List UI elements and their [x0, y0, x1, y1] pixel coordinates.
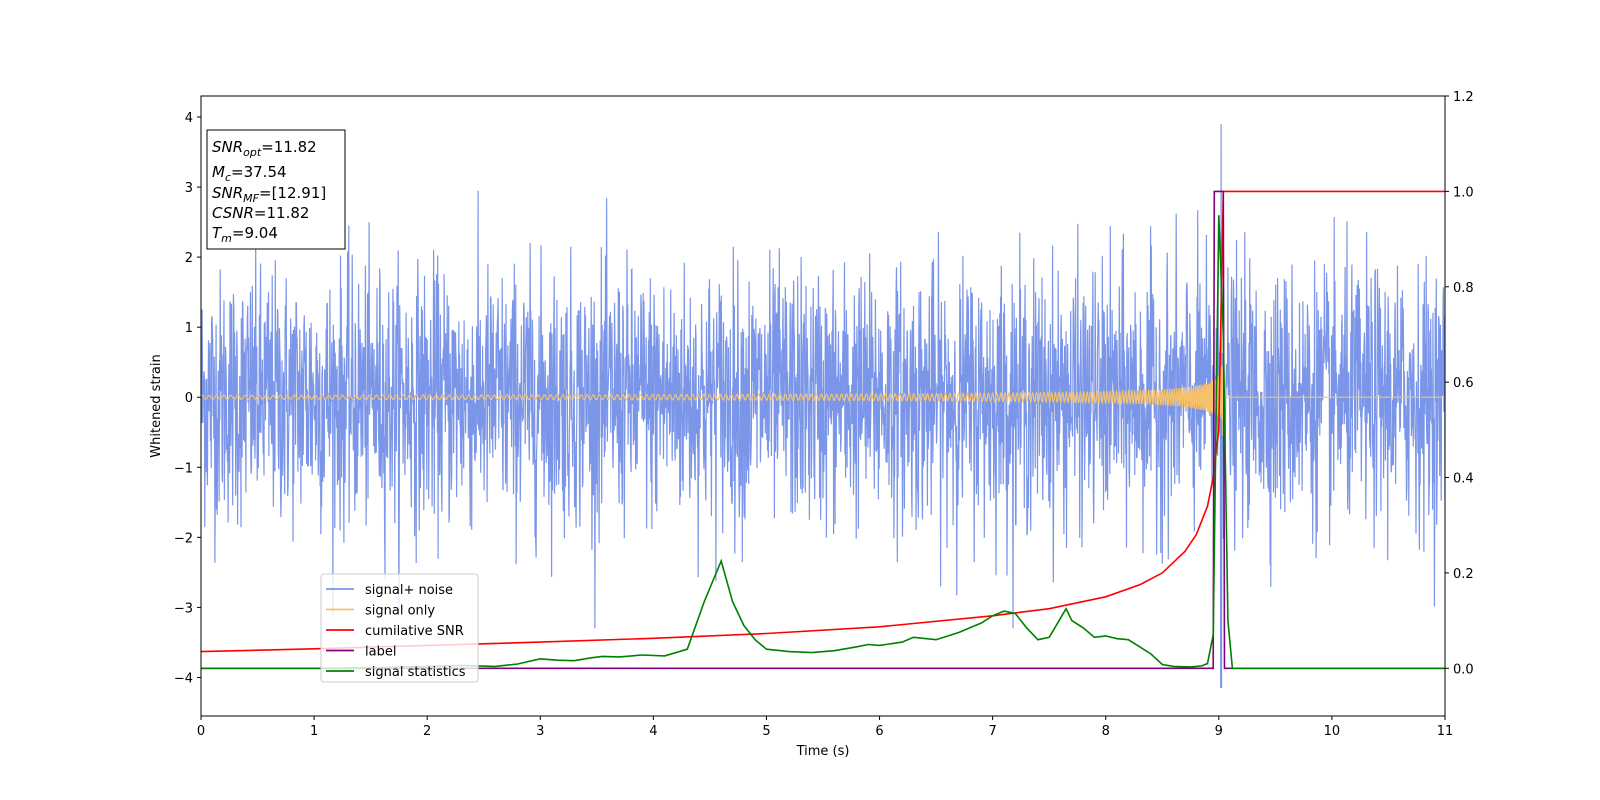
legend: signal+ noise signal only cumilative SNR la…	[320, 573, 479, 683]
y2-tick-label: 0.8	[1453, 281, 1474, 296]
y-tick-label: −3	[174, 601, 193, 616]
x-tick-label: 9	[1215, 724, 1223, 739]
signal-only-series	[201, 361, 1445, 437]
legend-label: signal only	[365, 604, 435, 619]
y-tick-label: −1	[174, 461, 193, 476]
legend-label: signal+ noise	[365, 583, 453, 598]
y2-tick-label: 0.4	[1453, 472, 1474, 487]
mc-text: Mc=37.54	[212, 163, 287, 184]
x-tick-label: 11	[1437, 724, 1454, 739]
y-tick-label: 2	[185, 251, 193, 266]
y-tick-label: 4	[185, 111, 193, 126]
legend-label: label	[365, 645, 396, 660]
x-tick-label: 3	[536, 724, 544, 739]
x-tick-label: 6	[875, 724, 883, 739]
y-tick-label: 0	[185, 391, 193, 406]
x-tick-label: 10	[1324, 724, 1341, 739]
y-axis-label: Whitened strain	[149, 354, 164, 457]
x-tick-label: 0	[197, 724, 205, 739]
y2-tick-label: 0.0	[1453, 662, 1474, 677]
x-tick-label: 7	[988, 724, 996, 739]
x-axis-label: Time (s)	[796, 744, 850, 759]
tm-text: Tm=9.04	[212, 224, 278, 245]
signal-plus-noise-series	[201, 123, 1445, 689]
y-tick-label: −2	[174, 531, 193, 546]
signal-only-line	[201, 361, 1445, 437]
y2-tick-label: 1.0	[1453, 185, 1474, 200]
x-tick-label: 4	[649, 724, 657, 739]
x-tick-label: 1	[310, 724, 318, 739]
y-tick-label: −4	[174, 671, 193, 686]
signal-plus-noise-line	[201, 123, 1445, 689]
info-box: SNRopt=11.82 Mc=37.54 SNRMF=[12.91] CSNR…	[206, 129, 346, 250]
x-tick-label: 2	[423, 724, 431, 739]
snr-opt-text: SNRopt=11.82	[212, 138, 317, 159]
y2-tick-label: 0.6	[1453, 376, 1474, 391]
legend-label: cumilative SNR	[365, 624, 464, 639]
x-tick-label: 5	[762, 724, 770, 739]
plot-frame	[200, 95, 1446, 717]
x-tick-label: 8	[1102, 724, 1110, 739]
y2-tick-label: 1.2	[1453, 90, 1474, 105]
y2-tick-label: 0.2	[1453, 567, 1474, 582]
csnr-text: CSNR=11.82	[212, 204, 309, 222]
signal-statistics-line	[201, 215, 1445, 670]
legend-label: signal statistics	[365, 665, 466, 680]
y-tick-label: 1	[185, 321, 193, 336]
y-tick-label: 3	[185, 181, 193, 196]
snr-mf-text: SNRMF=[12.91]	[212, 184, 326, 205]
